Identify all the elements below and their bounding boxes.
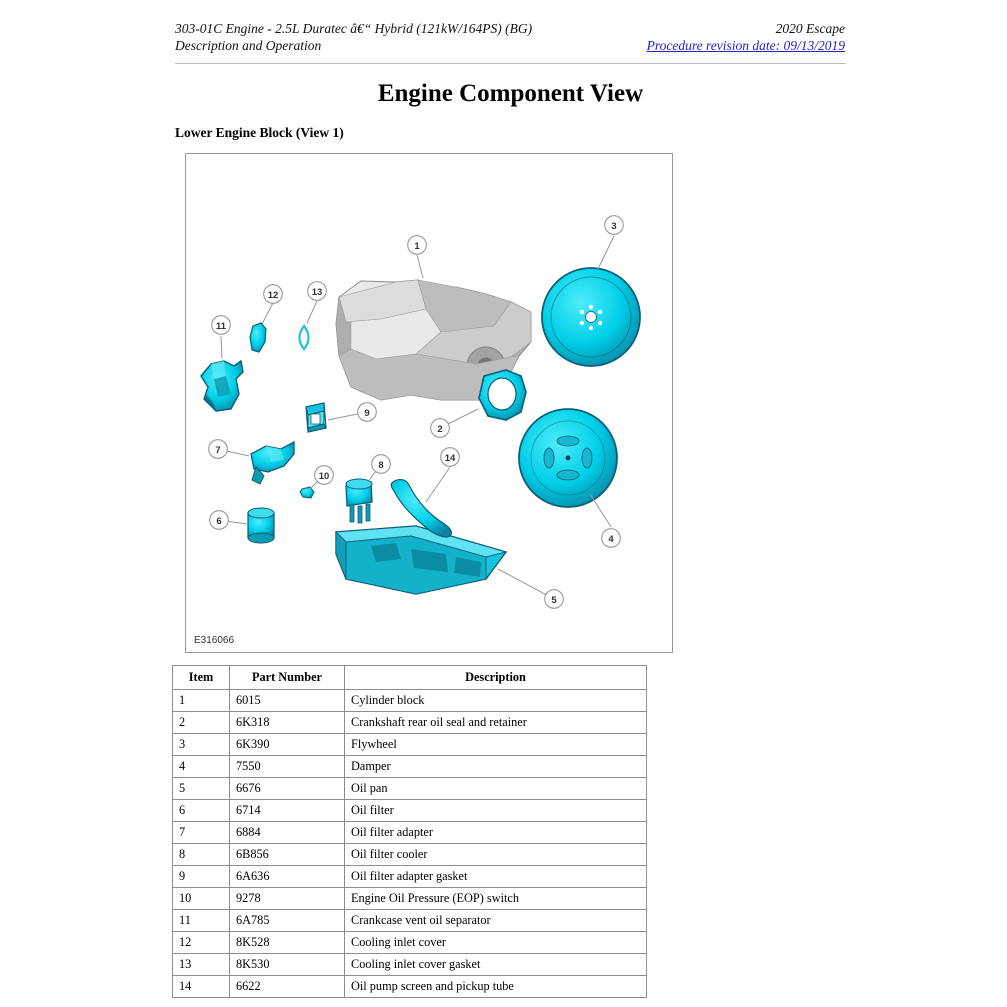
svg-text:7: 7 bbox=[215, 445, 220, 456]
svg-text:10: 10 bbox=[319, 471, 330, 482]
svg-text:5: 5 bbox=[551, 595, 557, 606]
svg-text:12: 12 bbox=[268, 290, 279, 301]
svg-text:13: 13 bbox=[312, 287, 323, 298]
svg-text:4: 4 bbox=[608, 534, 614, 545]
svg-text:3: 3 bbox=[611, 221, 616, 232]
svg-text:2: 2 bbox=[437, 424, 442, 435]
svg-text:1: 1 bbox=[414, 241, 420, 252]
svg-text:6: 6 bbox=[216, 516, 221, 527]
svg-text:8: 8 bbox=[378, 460, 383, 471]
svg-text:11: 11 bbox=[216, 321, 227, 332]
svg-text:9: 9 bbox=[364, 408, 369, 419]
svg-text:14: 14 bbox=[445, 453, 456, 464]
